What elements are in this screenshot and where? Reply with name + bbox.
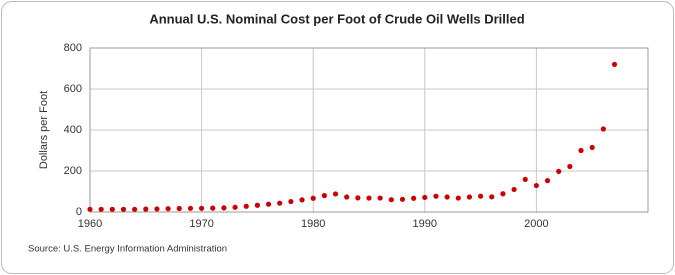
- point: [344, 194, 350, 200]
- point: [154, 206, 160, 212]
- y-tick-label: 400: [64, 124, 82, 136]
- point: [522, 176, 528, 183]
- point: [254, 202, 260, 208]
- x-tick-label: 1970: [189, 218, 213, 230]
- point: [221, 205, 227, 211]
- point: [187, 205, 194, 211]
- point: [422, 194, 428, 201]
- point: [243, 203, 249, 209]
- point: [578, 147, 584, 154]
- x-tick-label: 1980: [301, 218, 325, 230]
- point: [455, 195, 461, 201]
- point: [87, 206, 93, 212]
- point: [176, 205, 182, 212]
- point: [310, 195, 316, 201]
- point: [277, 200, 283, 206]
- point: [109, 206, 115, 212]
- point: [611, 61, 618, 67]
- point: [589, 144, 595, 151]
- point: [332, 191, 339, 197]
- y-axis-label: Dollars per Foot: [38, 91, 50, 169]
- plot-border: [89, 47, 649, 213]
- point: [98, 206, 104, 212]
- point: [433, 193, 439, 199]
- point: [533, 182, 540, 189]
- point: [556, 168, 562, 175]
- point: [511, 186, 517, 193]
- x-tick-label: 2000: [524, 218, 548, 230]
- point: [544, 178, 551, 184]
- point: [478, 193, 484, 199]
- point: [388, 197, 394, 203]
- point: [288, 198, 294, 205]
- point: [299, 197, 305, 203]
- point: [120, 206, 127, 212]
- point: [232, 204, 238, 210]
- chart-title: Annual U.S. Nominal Cost per Foot of Cru…: [149, 11, 524, 26]
- point: [210, 205, 216, 211]
- point: [321, 193, 327, 199]
- y-tick-label: 800: [64, 42, 82, 54]
- point: [600, 126, 606, 132]
- point: [466, 194, 473, 200]
- point: [500, 191, 506, 197]
- point: [567, 163, 573, 170]
- point: [132, 206, 138, 212]
- point: [143, 206, 149, 212]
- point: [265, 201, 272, 207]
- point: [199, 205, 205, 211]
- point: [366, 195, 372, 201]
- y-tick-label: 0: [76, 206, 82, 218]
- point: [355, 195, 361, 201]
- x-tick-label: 1960: [78, 218, 102, 230]
- y-tick-label: 200: [64, 165, 82, 177]
- point: [489, 194, 495, 200]
- y-tick-label: 600: [64, 83, 82, 95]
- x-tick-label: 1990: [413, 218, 437, 230]
- point: [399, 196, 406, 202]
- point: [165, 206, 171, 212]
- point: [444, 194, 450, 200]
- point: [411, 195, 417, 201]
- point: [377, 195, 383, 201]
- source: Source: U.S. Energy Information Administ…: [28, 244, 227, 255]
